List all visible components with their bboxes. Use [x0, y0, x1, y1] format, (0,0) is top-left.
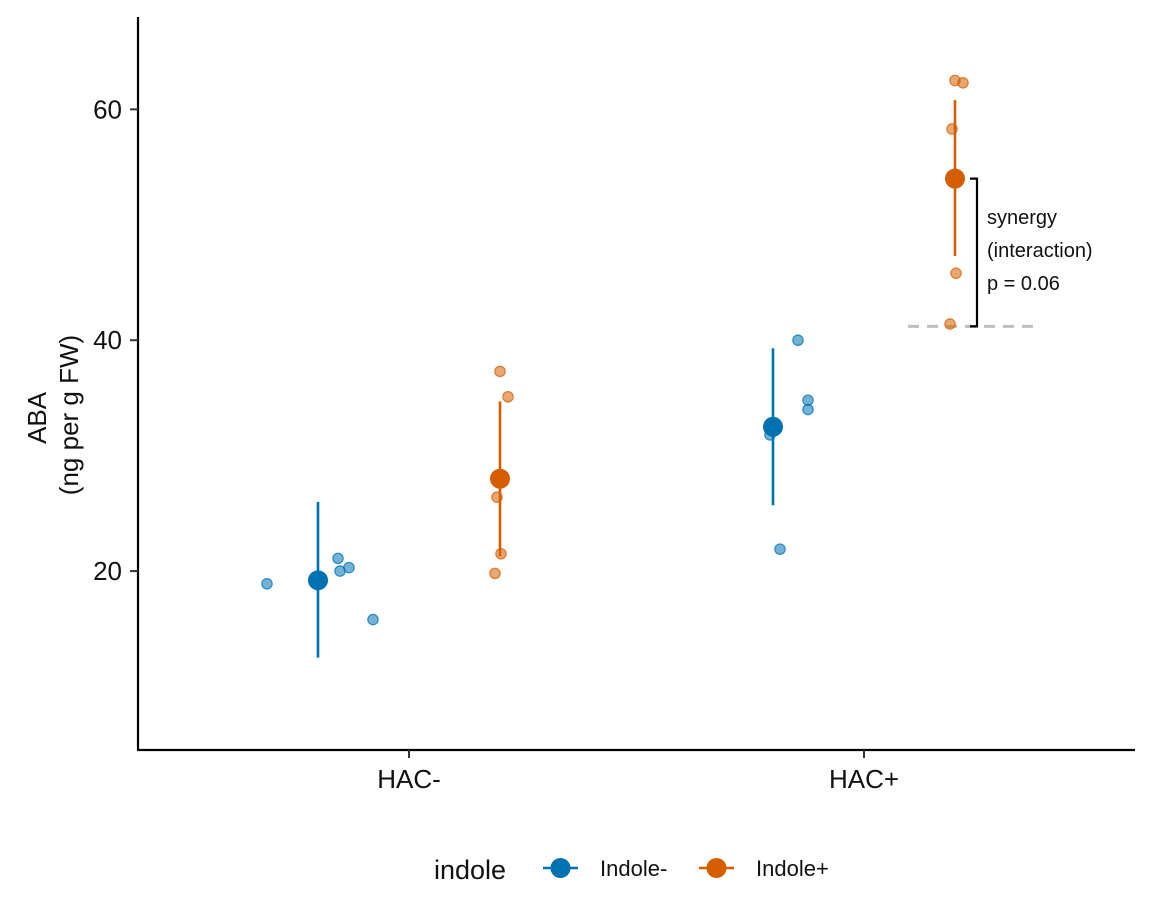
legend-title: indole	[434, 855, 506, 885]
y-ticks: 20 40 60	[93, 94, 138, 586]
mean-point	[945, 168, 965, 189]
raw-point	[792, 334, 804, 347]
y-axis-title-line-2: (ng per g FW)	[54, 335, 84, 495]
mean-point	[763, 416, 783, 437]
raw-point	[494, 365, 506, 378]
x-tick-label: HAC+	[829, 764, 899, 794]
raw-point	[957, 76, 969, 89]
raw-point	[502, 390, 514, 403]
x-ticks: HAC- HAC+	[377, 750, 899, 794]
raw-point	[774, 543, 786, 555]
legend-key-dot	[550, 858, 571, 878]
raw-points	[261, 74, 969, 626]
raw-point	[489, 567, 501, 580]
x-tick-label: HAC-	[377, 764, 441, 794]
y-tick-label: 60	[93, 94, 122, 124]
legend: indole Indole- Indole+	[434, 855, 829, 885]
y-axis-title-line-1: ABA	[22, 391, 52, 444]
raw-point	[261, 577, 273, 590]
legend-label-indole-plus: Indole+	[756, 856, 829, 881]
axes	[136, 17, 1135, 752]
summary-marks	[308, 100, 965, 658]
mean-point	[490, 468, 510, 489]
raw-point	[950, 267, 962, 280]
annotation-line-1: synergy	[987, 207, 1057, 229]
synergy-bracket	[970, 177, 979, 328]
legend-label-indole-minus: Indole-	[600, 856, 667, 881]
annotation-line-2: (interaction)	[987, 240, 1093, 262]
raw-point	[343, 561, 355, 574]
y-axis-title: ABA (ng per g FW)	[22, 335, 84, 495]
raw-point	[332, 552, 344, 565]
legend-item-indole-minus: Indole-	[543, 856, 667, 881]
mean-point	[308, 570, 328, 591]
annotation-line-3: p = 0.06	[987, 273, 1060, 295]
legend-item-indole-plus: Indole+	[699, 856, 829, 881]
y-tick-label: 20	[93, 556, 122, 586]
synergy-annotation: synergy (interaction) p = 0.06	[970, 177, 1093, 328]
legend-key-dot	[706, 858, 727, 878]
raw-point	[802, 403, 814, 416]
raw-point	[944, 318, 956, 330]
raw-point	[367, 613, 379, 626]
y-tick-label: 40	[93, 325, 122, 355]
